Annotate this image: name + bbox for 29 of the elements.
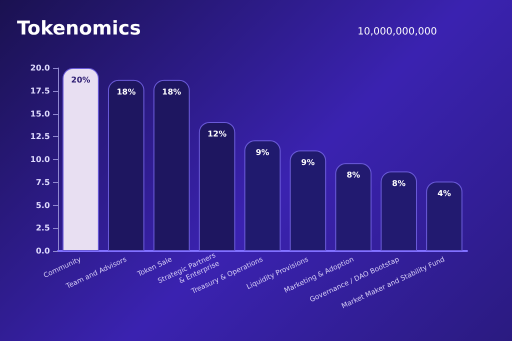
bar [153, 80, 190, 251]
y-tick-label: 20.0 [30, 64, 50, 72]
bar [290, 150, 326, 251]
bar [198, 122, 236, 251]
annotation: 20% [71, 76, 90, 84]
annotation: 18% [116, 87, 136, 96]
bar [108, 80, 144, 251]
y-tick-label: 15.0 [30, 109, 50, 118]
annotation: 8% [392, 178, 406, 188]
annotation: 9% [256, 148, 270, 157]
y-tick-label: 2.5 [36, 224, 50, 233]
annotation: 4% [437, 188, 452, 198]
bar [62, 68, 99, 251]
y-tick-label: 7.5 [36, 178, 50, 187]
y-tick-label: 5.0 [36, 200, 50, 210]
bar [426, 181, 462, 251]
bar [380, 171, 418, 251]
annotation: 9% [301, 158, 315, 167]
y-tick-label: 10.0 [30, 155, 50, 164]
annotation: 18% [162, 87, 182, 96]
y-tick-label: 12.5 [30, 132, 50, 142]
bar [335, 163, 372, 251]
y-tick-label: 0.0 [36, 246, 50, 256]
annotation: 8% [346, 170, 360, 180]
y-tick-label: 17.5 [30, 86, 50, 96]
annotation: 12% [207, 129, 227, 138]
chart-title: Tokenomics [17, 18, 141, 40]
chart-subtitle: 10,000,000,000 [357, 26, 438, 38]
bar [244, 140, 281, 251]
